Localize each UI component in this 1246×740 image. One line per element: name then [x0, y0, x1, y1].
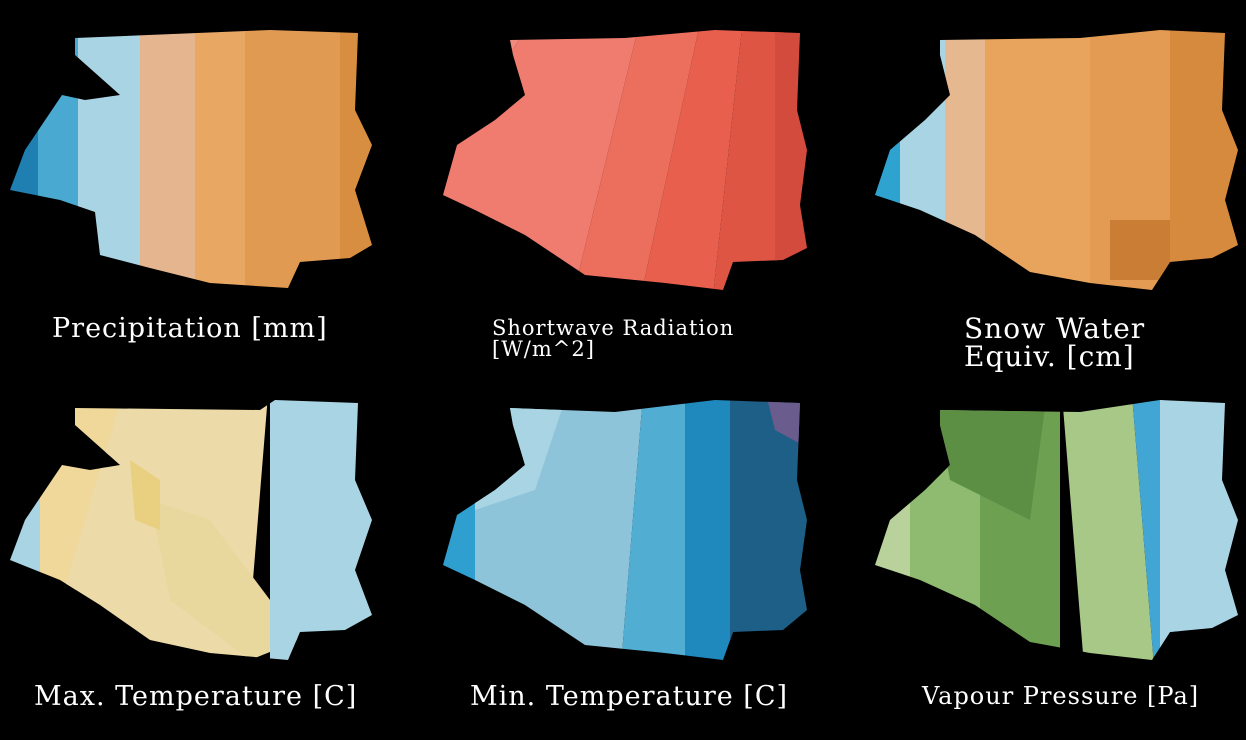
- vapour-pressure-label: Vapour Pressure [Pa]: [922, 682, 1200, 710]
- swe-band: [985, 30, 1090, 290]
- max-temperature-label: Max. Temperature [C]: [34, 681, 358, 712]
- swe-band: [1170, 30, 1238, 290]
- max-temperature-panel: Max. Temperature [C]: [0, 370, 415, 740]
- vapour-pressure-panel: Vapour Pressure [Pa]: [830, 370, 1245, 740]
- vp-band: [1060, 400, 1160, 660]
- snow-water-map: [875, 30, 1238, 290]
- max-temperature-map: [10, 400, 372, 660]
- precip-band: [245, 30, 340, 288]
- snow-water-label: Snow Water Equiv. [cm]: [964, 312, 1146, 373]
- tmin-band: [730, 400, 807, 660]
- vapour-pressure-map: [875, 400, 1238, 660]
- tmin-band: [760, 400, 807, 460]
- min-temperature-map: [443, 400, 807, 660]
- precip-band: [340, 30, 372, 288]
- tmax-band: [150, 500, 300, 660]
- precipitation-panel: Precipitation [mm]: [0, 0, 415, 370]
- tmin-band: [685, 400, 735, 660]
- tmax-band: [130, 460, 160, 530]
- precip-band: [10, 30, 38, 288]
- tmax-band: [270, 400, 372, 660]
- precip-band: [140, 30, 195, 288]
- swe-band: [900, 30, 945, 290]
- precipitation-label: Precipitation [mm]: [52, 313, 328, 344]
- shortwave-radiation-label: Shortwave Radiation [W/m^2]: [492, 316, 735, 361]
- shortwave-radiation-map: [443, 30, 807, 290]
- precip-band: [195, 30, 245, 288]
- min-temperature-label: Min. Temperature [C]: [470, 681, 789, 712]
- tmin-band: [443, 400, 475, 660]
- vp-band: [875, 400, 910, 660]
- snow-water-panel: Snow Water Equiv. [cm]: [830, 0, 1245, 373]
- shortwave-radiation-panel: Shortwave Radiation [W/m^2]: [415, 0, 830, 370]
- precipitation-map: [10, 30, 372, 288]
- swe-band: [875, 30, 900, 290]
- min-temperature-panel: Min. Temperature [C]: [415, 370, 830, 740]
- shortwave-band: [775, 30, 807, 290]
- swe-band: [1110, 220, 1170, 280]
- tmin-band: [615, 400, 685, 660]
